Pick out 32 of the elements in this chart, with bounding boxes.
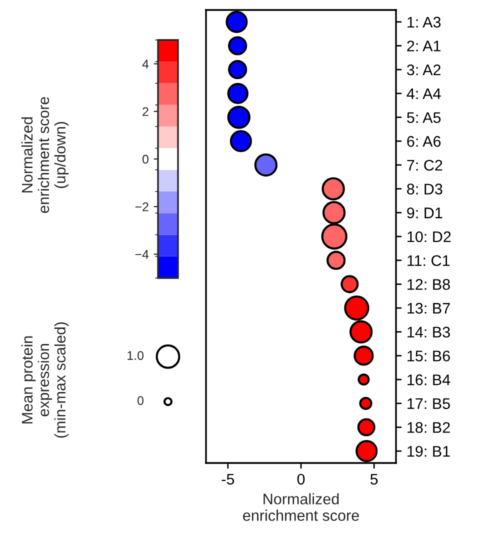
y-tick-label: 12: B8 bbox=[408, 279, 450, 290]
y-tick-label: 13: B7 bbox=[408, 302, 450, 314]
color-bar-title: Normalized enrichment score (up/down) bbox=[21, 97, 69, 213]
legend-title: Mean protein expression (min-max scaled) bbox=[21, 322, 69, 438]
y-tick-label: 2: A1 bbox=[407, 40, 441, 52]
y-tick-label: 16: B4 bbox=[408, 374, 450, 386]
y-tick-label: 5: A5 bbox=[407, 112, 441, 123]
x-tick-label: 5 bbox=[370, 474, 378, 485]
color-bar-label: 2 bbox=[142, 107, 148, 116]
color-bar-label: 0 bbox=[142, 154, 148, 164]
y-tick-label: 11: C1 bbox=[408, 255, 450, 266]
y-tick-label: 9: D1 bbox=[407, 208, 442, 218]
x-tick-label: -5 bbox=[222, 474, 234, 485]
y-tick-label: 8: D3 bbox=[407, 184, 442, 194]
y-tick-label: 19: B1 bbox=[408, 446, 450, 457]
color-bar-label: −4 bbox=[135, 250, 149, 259]
text: 0 bbox=[138, 396, 144, 405]
y-tick-label: 17: B5 bbox=[408, 398, 450, 410]
y-tick-label: 14: B3 bbox=[408, 326, 450, 338]
y-tick-label: 3: A2 bbox=[407, 64, 440, 76]
y-tick-label: 15: B6 bbox=[408, 350, 450, 362]
y-tick-label: 6: A6 bbox=[407, 136, 441, 147]
x-axis-title: Normalized enrichment score bbox=[243, 493, 359, 521]
text: 1.0 bbox=[128, 351, 144, 360]
color-bar-label: 4 bbox=[142, 60, 149, 68]
y-tick-label: 1: A3 bbox=[408, 16, 441, 28]
color-bar-label: −2 bbox=[135, 202, 148, 212]
y-tick-label: 10: D2 bbox=[408, 231, 451, 242]
y-tick-label: 7: C2 bbox=[407, 160, 442, 171]
y-tick-label: 4: A4 bbox=[406, 88, 441, 99]
x-tick-label: 0 bbox=[297, 474, 305, 485]
y-tick-label: 18: B2 bbox=[408, 422, 450, 433]
